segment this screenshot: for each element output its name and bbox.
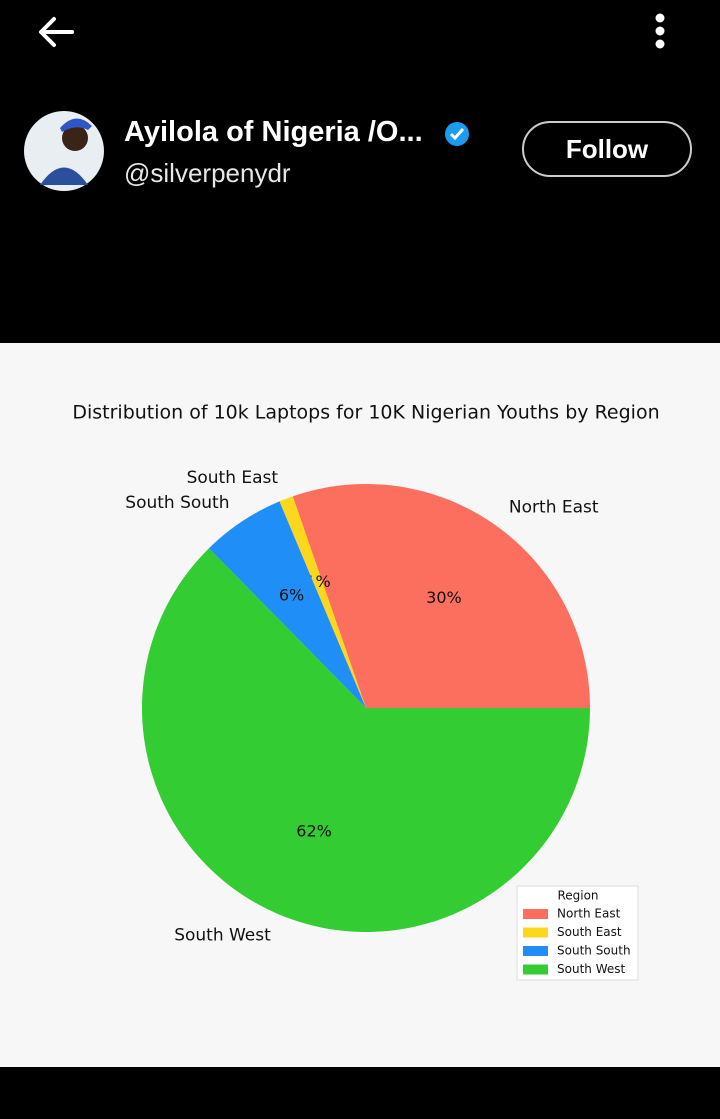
pie-slice [142,548,591,932]
avatar-figure [40,167,88,185]
percent-label: 6% [279,586,304,605]
header-icons [24,13,665,191]
display-name[interactable]: Ayilola of Nigeria /O... [124,116,423,148]
legend-title: Region [557,889,598,903]
avatar-cap [60,118,92,132]
chart: Distribution of 10k Laptops for 10K Nige… [72,402,660,981]
handle[interactable]: @silverpenydr [124,158,291,188]
pie-slice [279,496,366,708]
post-header: Ayilola of Nigeria /O... @silverpenydr F… [0,0,720,343]
follow-button[interactable]: Follow [522,121,692,177]
legend-swatch [523,946,548,956]
legend-swatch [523,927,548,938]
avatar-head [62,125,88,151]
slice-label: North East [509,497,599,517]
pie-slice [208,501,366,708]
legend-label: South West [557,962,625,976]
chart-image: Distribution of 10k Laptops for 10K Nige… [0,343,720,1067]
legend-swatch [523,909,548,919]
verified-check [449,128,465,141]
slice-label: South West [174,925,271,945]
legend-label: North East [557,907,621,921]
legend-label: South East [557,925,622,939]
back-arrow[interactable] [39,17,74,47]
legend-swatch [523,964,548,975]
bottom-bar [0,1067,720,1119]
slice-label: South East [187,468,279,488]
pie-slice [292,484,590,708]
chart-title: Distribution of 10k Laptops for 10K Nige… [72,402,659,424]
percent-label: 30% [426,588,462,607]
legend-label: South South [557,944,631,958]
menu[interactable] [655,13,665,49]
percent-label: 62% [296,821,332,840]
slice-label: South South [125,493,229,513]
